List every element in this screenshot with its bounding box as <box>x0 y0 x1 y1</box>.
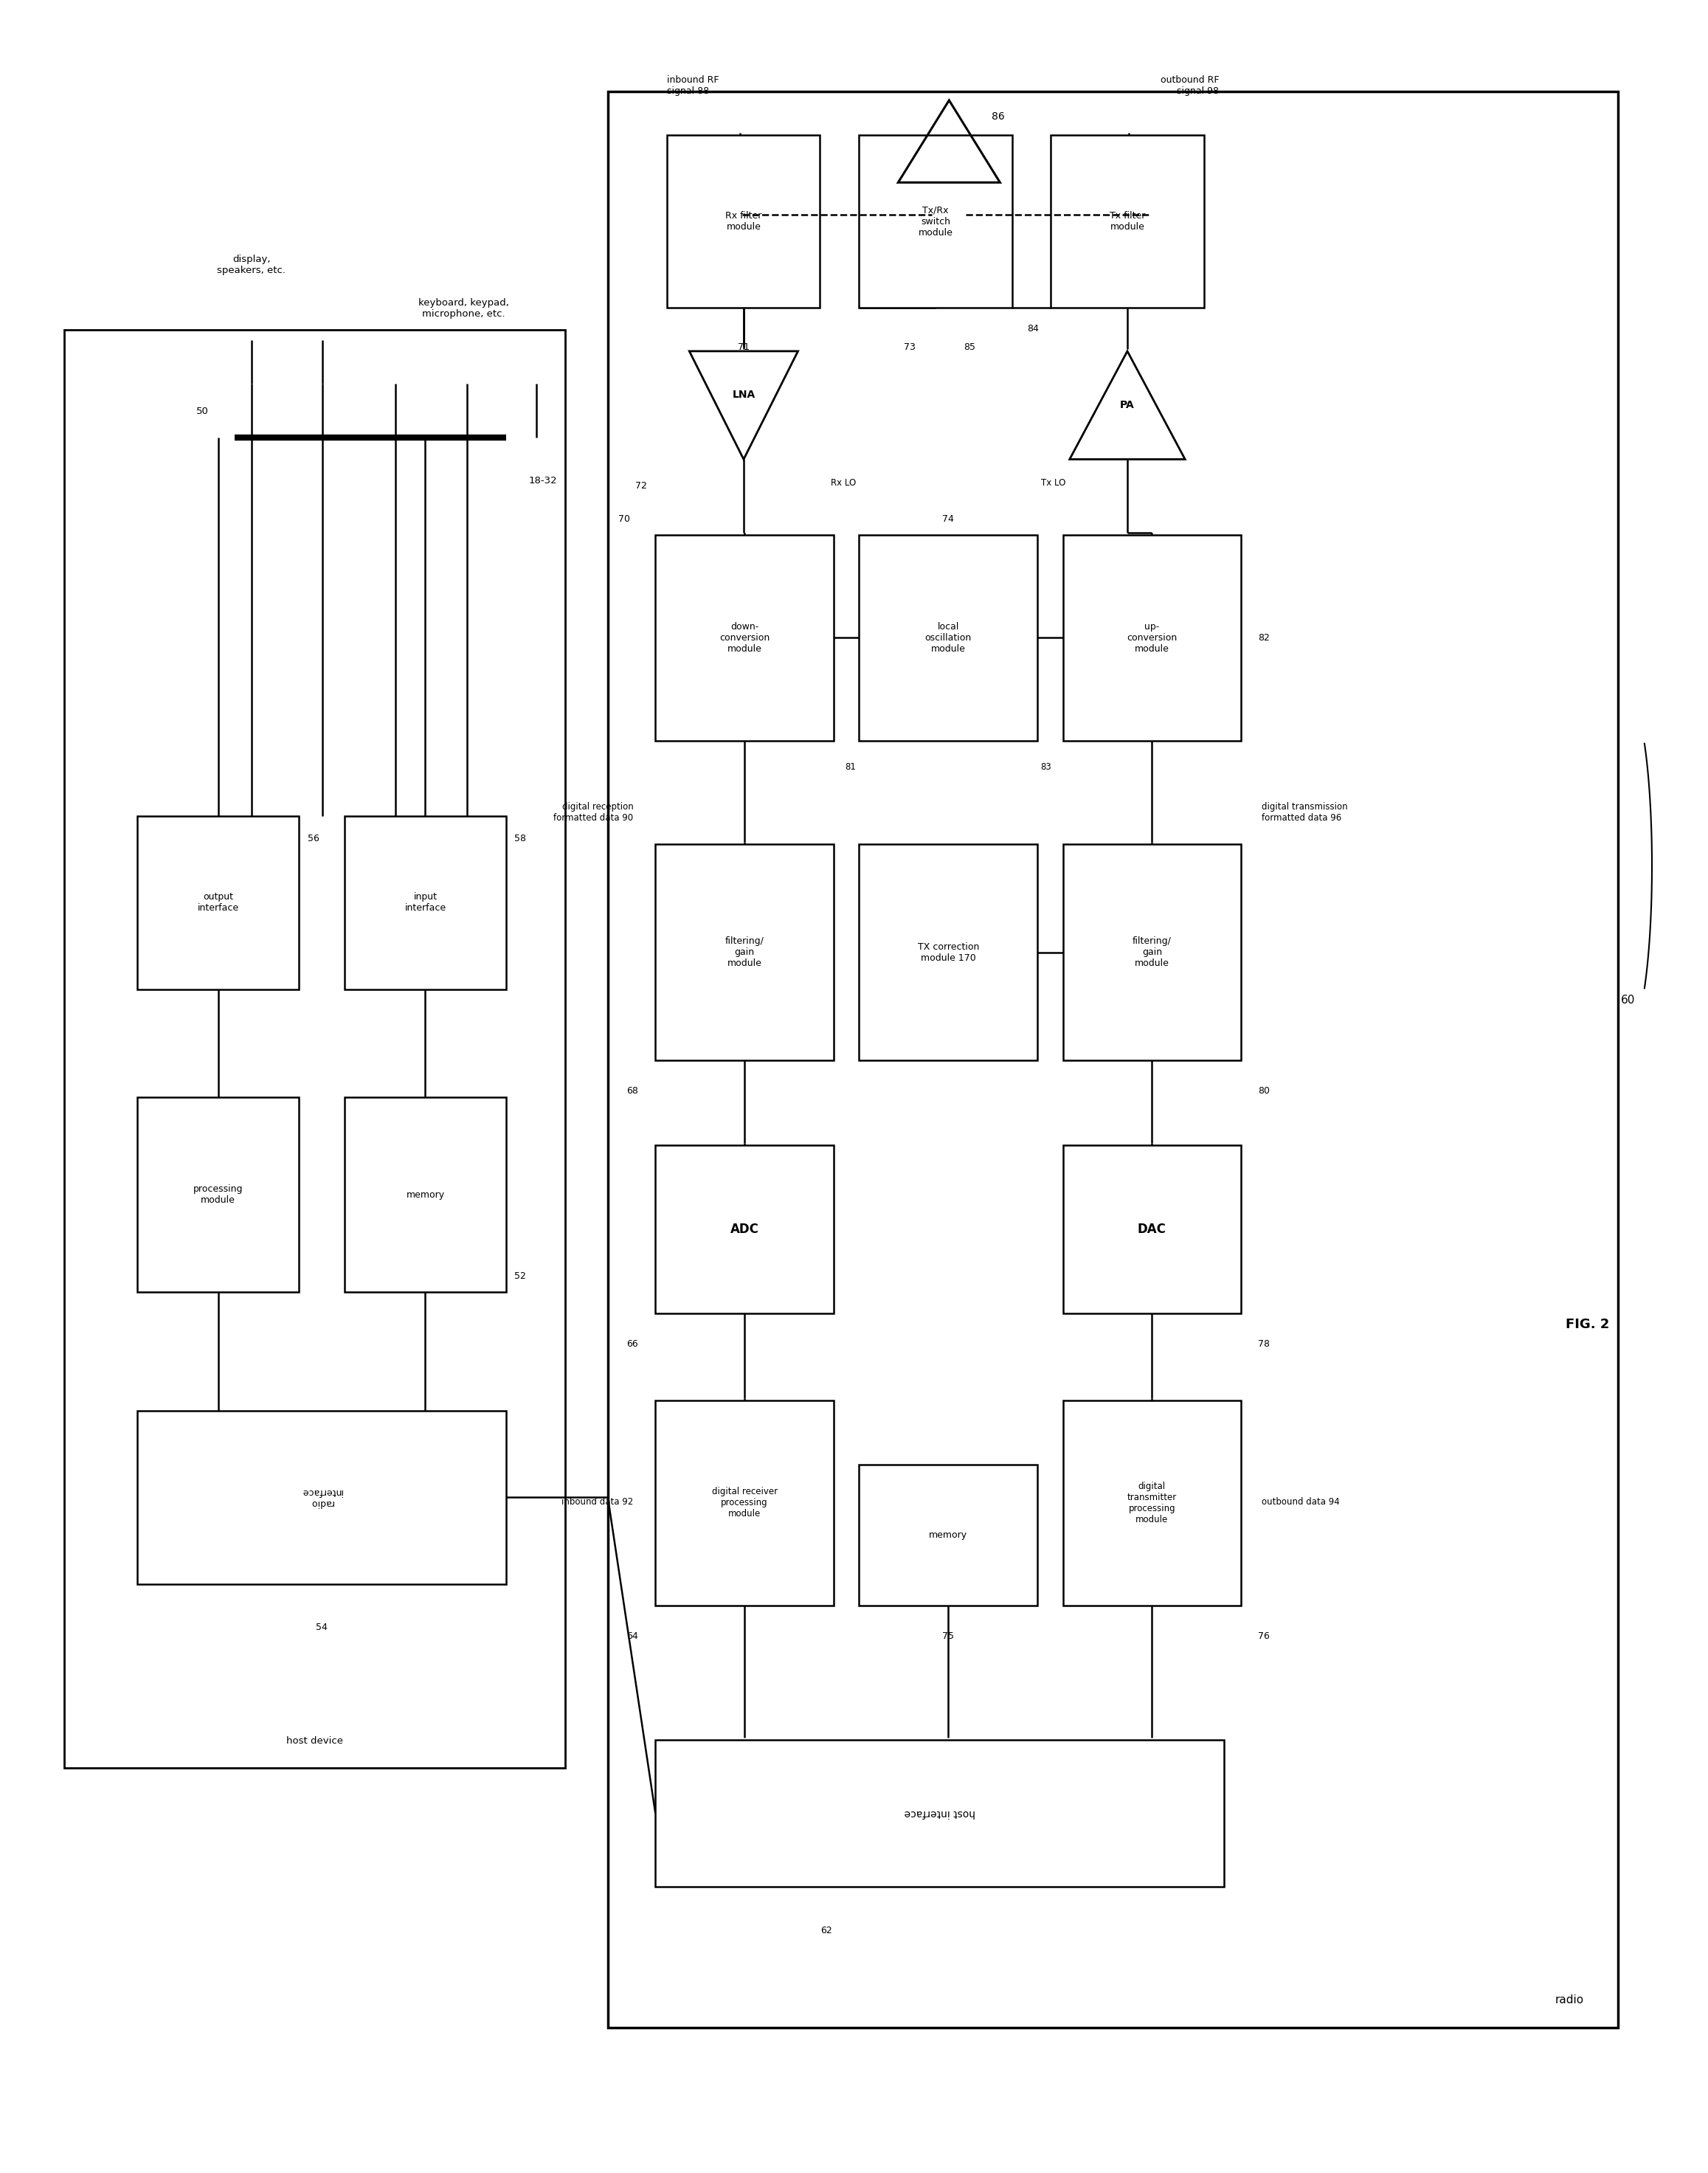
Text: memory: memory <box>929 1530 967 1541</box>
Text: host interface: host interface <box>904 1808 975 1819</box>
Bar <box>138 1410 506 1584</box>
Text: 73: 73 <box>904 341 915 352</box>
Bar <box>345 817 506 989</box>
Text: 72: 72 <box>635 480 647 491</box>
Text: host device: host device <box>287 1736 343 1747</box>
Bar <box>859 535 1037 741</box>
Text: 64: 64 <box>627 1632 639 1641</box>
Bar <box>65 330 565 1769</box>
Bar <box>1062 1145 1242 1315</box>
Text: radio
interface: radio interface <box>301 1486 343 1508</box>
Text: 81: 81 <box>845 763 856 771</box>
Bar <box>608 91 1617 2027</box>
Text: Tx filter
module: Tx filter module <box>1110 211 1144 233</box>
Text: 56: 56 <box>307 834 319 843</box>
Text: 70: 70 <box>618 515 630 524</box>
Text: display,
speakers, etc.: display, speakers, etc. <box>217 254 285 276</box>
Bar <box>138 1097 299 1293</box>
Text: 60: 60 <box>1621 995 1635 1006</box>
Text: up-
conversion
module: up- conversion module <box>1127 621 1177 654</box>
Text: 75: 75 <box>943 1632 955 1641</box>
Bar <box>859 845 1037 1060</box>
Bar <box>1050 135 1204 309</box>
Text: Rx filter
module: Rx filter module <box>726 211 762 233</box>
Text: 84: 84 <box>1027 324 1038 335</box>
Bar <box>668 135 820 309</box>
Text: PA: PA <box>1120 400 1134 411</box>
Text: inbound data 92: inbound data 92 <box>562 1497 634 1506</box>
Bar <box>656 1741 1225 1886</box>
Text: DAC: DAC <box>1138 1223 1167 1236</box>
Text: 85: 85 <box>963 341 975 352</box>
Text: Tx LO: Tx LO <box>1040 478 1066 487</box>
Text: Rx LO: Rx LO <box>830 478 856 487</box>
Text: processing
module: processing module <box>193 1184 243 1206</box>
Bar <box>1062 845 1242 1060</box>
Bar <box>345 1097 506 1293</box>
Text: outbound data 94: outbound data 94 <box>1262 1497 1339 1506</box>
Bar <box>859 135 1011 309</box>
Text: output
interface: output interface <box>198 893 239 913</box>
Text: 68: 68 <box>627 1086 639 1095</box>
Bar <box>656 1399 834 1606</box>
Text: 52: 52 <box>514 1271 526 1282</box>
Text: 50: 50 <box>196 406 208 415</box>
Text: digital receiver
processing
module: digital receiver processing module <box>712 1486 777 1519</box>
Text: memory: memory <box>407 1191 444 1199</box>
Text: 78: 78 <box>1259 1339 1269 1349</box>
Text: filtering/
gain
module: filtering/ gain module <box>724 937 763 969</box>
Bar <box>656 1145 834 1315</box>
Text: 83: 83 <box>1040 763 1052 771</box>
Bar <box>1062 1399 1242 1606</box>
Text: FIG. 2: FIG. 2 <box>1566 1317 1609 1332</box>
Text: 82: 82 <box>1259 632 1269 643</box>
Bar <box>656 535 834 741</box>
Bar <box>1062 535 1242 741</box>
Text: 58: 58 <box>514 834 526 843</box>
Text: 71: 71 <box>738 341 750 352</box>
Bar <box>656 845 834 1060</box>
Text: TX correction
module 170: TX correction module 170 <box>917 943 979 963</box>
Text: digital transmission
formatted data 96: digital transmission formatted data 96 <box>1262 802 1348 824</box>
Text: keyboard, keypad,
microphone, etc.: keyboard, keypad, microphone, etc. <box>418 298 509 319</box>
Text: 76: 76 <box>1259 1632 1269 1641</box>
Text: LNA: LNA <box>733 389 755 400</box>
Text: inbound RF
signal 88: inbound RF signal 88 <box>668 76 719 96</box>
Text: 74: 74 <box>943 515 955 524</box>
Bar <box>859 1465 1037 1606</box>
Text: radio: radio <box>1556 1995 1583 2006</box>
Text: 86: 86 <box>992 111 1004 122</box>
Text: input
interface: input interface <box>405 893 446 913</box>
Text: digital
transmitter
processing
module: digital transmitter processing module <box>1127 1482 1177 1523</box>
Text: filtering/
gain
module: filtering/ gain module <box>1132 937 1172 969</box>
Text: digital reception
formatted data 90: digital reception formatted data 90 <box>553 802 634 824</box>
Text: 18-32: 18-32 <box>528 476 557 487</box>
Text: 80: 80 <box>1259 1086 1269 1095</box>
Text: 66: 66 <box>627 1339 639 1349</box>
Text: 54: 54 <box>316 1623 328 1632</box>
Text: local
oscillation
module: local oscillation module <box>926 621 972 654</box>
Text: Tx/Rx
switch
module: Tx/Rx switch module <box>919 206 953 237</box>
Text: ADC: ADC <box>729 1223 758 1236</box>
Text: outbound RF
signal 98: outbound RF signal 98 <box>1160 76 1220 96</box>
Text: 62: 62 <box>820 1925 832 1936</box>
Text: down-
conversion
module: down- conversion module <box>719 621 770 654</box>
Bar <box>138 817 299 989</box>
